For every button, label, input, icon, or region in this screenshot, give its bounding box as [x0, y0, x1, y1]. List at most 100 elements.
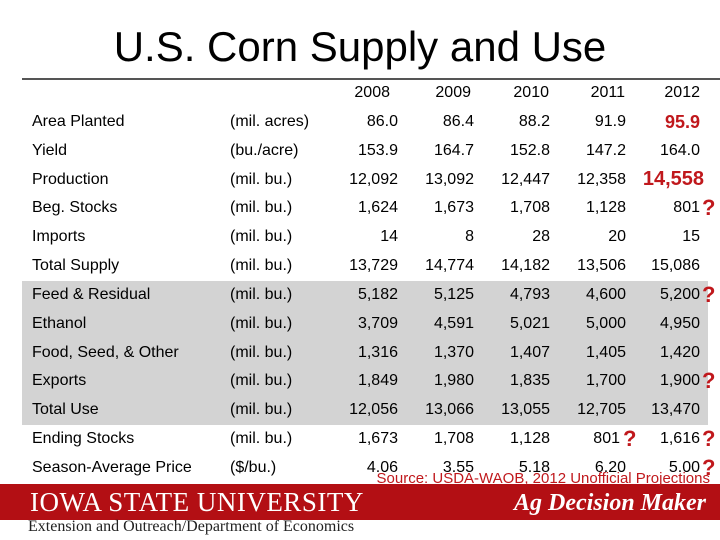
- question-mark: ?: [623, 426, 637, 451]
- row-label: Feed & Residual: [32, 286, 151, 303]
- cell-2012: 13,470: [651, 401, 700, 418]
- row-label: Total Supply: [32, 257, 120, 274]
- table-row: Total Use (mil. bu.) 12,056 13,066 13,05…: [0, 396, 720, 425]
- question-mark: ?: [702, 368, 716, 393]
- cell-2009: 1,673: [433, 199, 474, 216]
- row-unit: (mil. bu.): [230, 372, 293, 389]
- ag-decision-maker-logo: Ag Decision Maker: [514, 490, 706, 516]
- cell-2010: 4,793: [509, 286, 550, 303]
- cell-2011: 12,705: [577, 401, 626, 418]
- cell-2009: 5,125: [433, 286, 474, 303]
- row-unit: (mil. bu.): [230, 199, 293, 216]
- question-mark: ?: [702, 455, 716, 480]
- cell-2008: 5,182: [357, 286, 398, 303]
- cell-2011: 1,405: [585, 344, 626, 361]
- cell-2011: 12,358: [577, 171, 626, 188]
- row-label: Beg. Stocks: [32, 199, 118, 216]
- cell-2008: 14: [380, 228, 398, 245]
- cell-2008: 153.9: [357, 142, 398, 159]
- cell-2010: 13,055: [501, 401, 550, 418]
- table-row: Exports (mil. bu.) 1,849 1,980 1,835 1,7…: [0, 367, 720, 396]
- row-label: Imports: [32, 228, 86, 245]
- table-row: Season-Average Price ($/bu.) 4.06 3.55 5…: [0, 454, 720, 483]
- row-unit: (mil. acres): [230, 113, 310, 130]
- table-row: Ethanol (mil. bu.) 3,709 4,591 5,021 5,0…: [0, 310, 720, 339]
- row-label: Ending Stocks: [32, 430, 135, 447]
- row-unit: (mil. bu.): [230, 344, 293, 361]
- year-header-2008: 2008: [354, 84, 390, 101]
- question-mark: ?: [702, 282, 716, 307]
- table-row: Feed & Residual (mil. bu.) 5,182 5,125 4…: [0, 281, 720, 310]
- cell-2009: 1,708: [433, 430, 474, 447]
- cell-2011: 13,506: [577, 257, 626, 274]
- cell-2010: 1,835: [509, 372, 550, 389]
- cell-2009: 1,370: [433, 344, 474, 361]
- cell-2011: 147.2: [585, 142, 626, 159]
- cell-2011: 6.20: [594, 459, 626, 476]
- university-logo: IOWA STATE UNIVERSITY: [30, 487, 364, 517]
- question-mark: ?: [702, 195, 716, 220]
- cell-2012: 1,616: [659, 430, 700, 447]
- cell-2010: 28: [532, 228, 550, 245]
- row-label: Yield: [32, 142, 67, 159]
- table-row: Beg. Stocks (mil. bu.) 1,624 1,673 1,708…: [0, 194, 720, 223]
- table-row: Production (mil. bu.) 12,092 13,092 12,4…: [0, 166, 720, 195]
- cell-2010: 152.8: [509, 142, 550, 159]
- department-line: Extension and Outreach/Department of Eco…: [28, 518, 355, 535]
- cell-2008: 1,849: [357, 372, 398, 389]
- row-unit: (mil. bu.): [230, 401, 293, 418]
- row-label: Production: [32, 171, 109, 188]
- cell-2009: 13,092: [425, 171, 474, 188]
- cell-2008: 1,316: [357, 344, 398, 361]
- cell-2012: 1,900: [659, 372, 700, 389]
- cell-2012: 5,200: [659, 286, 700, 303]
- cell-2008: 1,673: [357, 430, 398, 447]
- cell-2011: 5,000: [585, 315, 626, 332]
- row-unit: ($/bu.): [230, 459, 277, 476]
- table-row: Ending Stocks (mil. bu.) 1,673 1,708 1,1…: [0, 425, 720, 454]
- cell-2012: 4,950: [659, 315, 700, 332]
- cell-2012: 164.0: [659, 142, 700, 159]
- cell-2011: 20: [608, 228, 626, 245]
- row-label: Area Planted: [32, 113, 125, 130]
- cell-2009: 8: [465, 228, 474, 245]
- cell-2010: 12,447: [501, 171, 550, 188]
- row-label: Ethanol: [32, 315, 87, 332]
- year-header-2011: 2011: [590, 84, 625, 101]
- cell-2008: 13,729: [349, 257, 398, 274]
- cell-2011: 1,700: [585, 372, 626, 389]
- row-label: Season-Average Price: [32, 459, 192, 476]
- source-note: Source: USDA-WAOB, 2012 Unofficial Proje…: [376, 470, 710, 487]
- cell-2012: 15: [682, 228, 700, 245]
- row-unit: (mil. bu.): [230, 257, 293, 274]
- cell-2011: 91.9: [594, 113, 626, 130]
- row-label: Food, Seed, & Other: [32, 344, 179, 361]
- cell-2008: 86.0: [366, 113, 398, 130]
- page-title: U.S. Corn Supply and Use: [113, 23, 607, 70]
- cell-2012: 15,086: [651, 257, 700, 274]
- cell-2011: 1,128: [585, 199, 626, 216]
- question-mark: ?: [702, 426, 716, 451]
- cell-2009: 164.7: [433, 142, 474, 159]
- cell-2012-highlight: 95.9: [664, 112, 700, 132]
- cell-2010: 1,708: [509, 199, 550, 216]
- cell-2008: 3,709: [357, 315, 398, 332]
- cell-2008: 12,056: [349, 401, 398, 418]
- year-header-2012: 2012: [664, 84, 700, 101]
- cell-2012: 5.00: [668, 459, 700, 476]
- row-label: Total Use: [32, 401, 99, 418]
- year-header-2009: 2009: [435, 84, 471, 101]
- row-unit: (mil. bu.): [230, 171, 293, 188]
- cell-2010: 14,182: [501, 257, 550, 274]
- footer-brand-bar: [0, 484, 720, 520]
- cell-2009: 14,774: [425, 257, 474, 274]
- header-rule: [22, 78, 720, 80]
- cell-2009: 86.4: [442, 113, 474, 130]
- table-row: Area Planted (mil. acres) 86.0 86.4 88.2…: [0, 108, 720, 137]
- cell-2008: 12,092: [349, 171, 398, 188]
- cell-2012: 801: [673, 199, 700, 216]
- cell-2008: 4.06: [366, 459, 398, 476]
- table-row: Food, Seed, & Other (mil. bu.) 1,316 1,3…: [0, 339, 720, 368]
- cell-2012: 1,420: [659, 344, 700, 361]
- cell-2010: 5.18: [518, 459, 550, 476]
